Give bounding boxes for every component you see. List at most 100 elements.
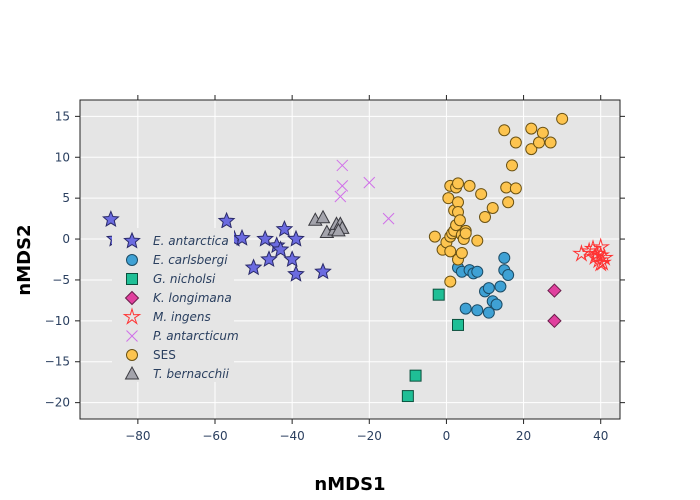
x-tick-label: 0 bbox=[443, 429, 451, 443]
data-point bbox=[463, 179, 476, 192]
data-point bbox=[498, 124, 511, 137]
data-point bbox=[556, 112, 569, 125]
y-tick-label: 0 bbox=[62, 232, 70, 246]
legend-marker bbox=[126, 254, 138, 266]
y-tick-label: −10 bbox=[45, 314, 70, 328]
series-p-antarcticum bbox=[334, 159, 395, 225]
data-point bbox=[271, 240, 290, 258]
data-point bbox=[315, 209, 331, 224]
y-tick-label: −15 bbox=[45, 355, 70, 369]
legend-label: E. carlsbergi bbox=[153, 253, 228, 267]
y-tick-label: 5 bbox=[62, 191, 70, 205]
series-k-longimana bbox=[547, 283, 562, 329]
data-point bbox=[314, 262, 332, 280]
data-point bbox=[502, 269, 515, 282]
legend-item: SES bbox=[126, 348, 176, 362]
data-point bbox=[490, 298, 503, 311]
data-point bbox=[509, 182, 522, 195]
series-g-nicholsi bbox=[401, 288, 464, 403]
x-tick-label: −80 bbox=[125, 429, 150, 443]
data-point bbox=[428, 230, 441, 243]
x-tick-label: 20 bbox=[516, 429, 531, 443]
data-point bbox=[260, 250, 278, 268]
legend-marker bbox=[122, 307, 142, 325]
data-point bbox=[382, 212, 395, 225]
data-point bbox=[452, 318, 464, 331]
data-point bbox=[547, 313, 562, 329]
data-point bbox=[525, 122, 538, 135]
legend-label: K. longimana bbox=[153, 291, 232, 305]
y-tick-label: 15 bbox=[55, 109, 70, 123]
legend: E. antarctica E. carlsbergi G. nicholsi K. … bbox=[112, 228, 239, 382]
x-axis-title: nMDS1 bbox=[314, 474, 385, 495]
data-point bbox=[595, 248, 614, 266]
legend-marker bbox=[124, 290, 140, 306]
data-point bbox=[544, 136, 557, 149]
data-point bbox=[233, 228, 251, 246]
legend-item: E. carlsbergi bbox=[126, 253, 228, 267]
data-point bbox=[525, 143, 538, 156]
data-point bbox=[217, 211, 236, 229]
data-point bbox=[502, 196, 515, 209]
data-point bbox=[432, 288, 445, 301]
x-tick-label: 40 bbox=[593, 429, 608, 443]
legend-label: P. antarcticum bbox=[153, 329, 239, 343]
legend-item: M. ingens bbox=[122, 307, 211, 325]
plot-frame bbox=[79, 99, 621, 420]
data-point bbox=[401, 390, 414, 403]
legend-label: M. ingens bbox=[153, 310, 211, 324]
data-point bbox=[452, 177, 464, 190]
data-point bbox=[331, 222, 346, 237]
data-point bbox=[547, 283, 562, 298]
data-point bbox=[498, 251, 511, 264]
x-tick-label: −40 bbox=[279, 429, 304, 443]
data-point bbox=[591, 237, 611, 256]
data-point bbox=[482, 306, 495, 319]
legend-marker bbox=[126, 273, 138, 285]
data-point bbox=[572, 243, 591, 262]
data-point bbox=[283, 250, 301, 268]
series-m-ingens bbox=[572, 237, 614, 272]
series-ses bbox=[428, 112, 569, 288]
data-point bbox=[444, 275, 457, 288]
axis-ticks: −80 −60 −40 −20 0 20 40 −20 −15 −10 −5 0 5 10 15 bbox=[45, 95, 625, 443]
series-e-carlsbergi bbox=[452, 251, 515, 319]
data-point bbox=[486, 201, 499, 214]
data-point bbox=[506, 159, 518, 172]
legend-marker bbox=[123, 231, 141, 249]
y-tick-label: −20 bbox=[45, 396, 70, 410]
data-point bbox=[591, 253, 611, 272]
legend-marker bbox=[126, 349, 138, 361]
data-points bbox=[102, 112, 614, 403]
data-point bbox=[409, 369, 422, 382]
data-point bbox=[363, 176, 376, 189]
data-point bbox=[459, 302, 472, 315]
legend-label: SES bbox=[153, 348, 176, 362]
data-point bbox=[287, 229, 305, 247]
data-point bbox=[471, 304, 484, 317]
data-point bbox=[256, 229, 274, 247]
data-point bbox=[102, 210, 120, 227]
data-point bbox=[444, 245, 457, 258]
data-point bbox=[336, 159, 349, 172]
y-tick-label: −5 bbox=[52, 273, 70, 287]
series-t-bernacchii bbox=[307, 209, 350, 239]
legend-label: G. nicholsi bbox=[153, 272, 216, 286]
data-point bbox=[453, 214, 466, 227]
legend-item: P. antarcticum bbox=[126, 329, 239, 343]
legend-item: E. antarctica bbox=[123, 231, 229, 249]
legend-label: T. bernacchii bbox=[153, 367, 230, 381]
data-point bbox=[479, 210, 491, 223]
data-point bbox=[455, 246, 468, 259]
data-point bbox=[275, 219, 294, 237]
y-axis-title: nMDS2 bbox=[14, 224, 35, 295]
legend-item: T. bernacchii bbox=[124, 365, 230, 381]
x-tick-label: −20 bbox=[357, 429, 382, 443]
legend-item: K. longimana bbox=[124, 290, 232, 306]
data-point bbox=[471, 265, 484, 278]
data-point bbox=[336, 180, 349, 192]
data-point bbox=[459, 227, 472, 240]
data-point bbox=[509, 136, 522, 149]
legend-marker bbox=[124, 365, 140, 380]
